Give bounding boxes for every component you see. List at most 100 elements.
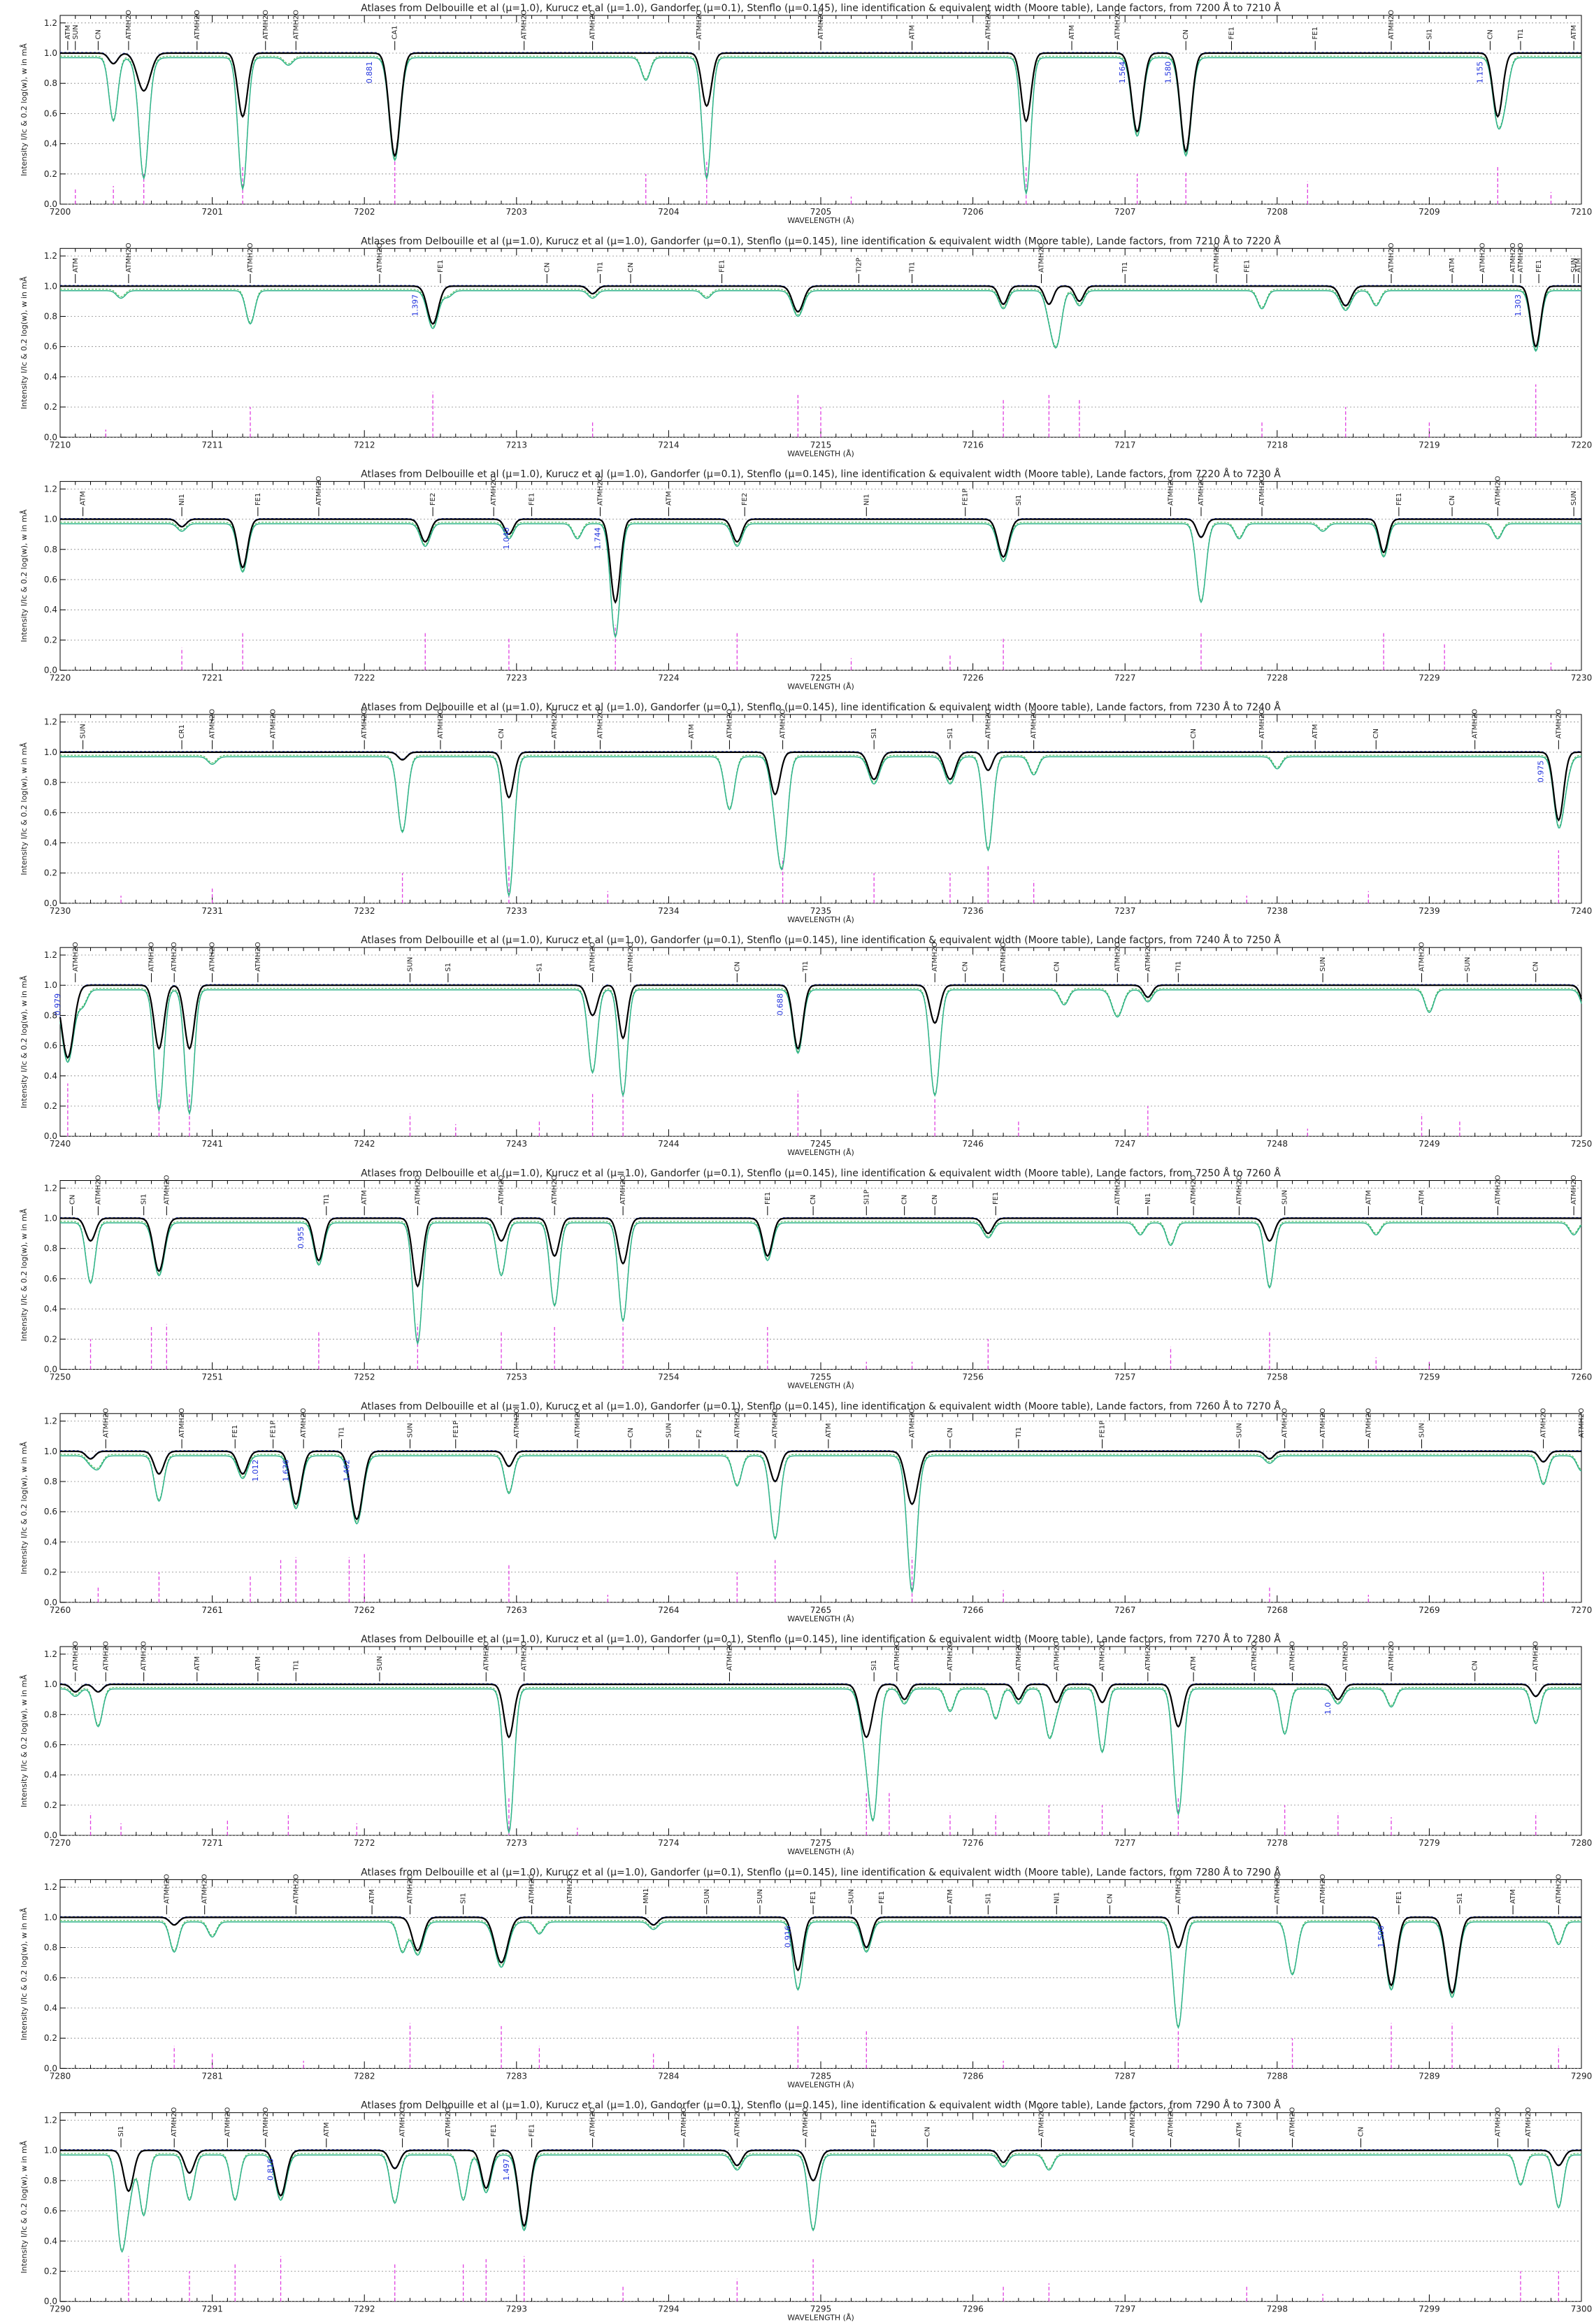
line-id-label: ATMH2O: [102, 1408, 110, 1438]
x-tick-label: 7210: [50, 440, 71, 450]
y-tick-label: 0.6: [44, 2206, 57, 2216]
y-tick-label: 0.4: [44, 1304, 57, 1314]
x-tick-label: 7227: [1114, 673, 1136, 683]
x-tick-label: 7245: [810, 1139, 832, 1149]
line-id-label: TI1: [292, 1660, 300, 1671]
line-id-label: ATMH2O: [551, 1175, 559, 1205]
line-id-label: ATMH2O: [292, 1874, 300, 1904]
line-id-label: S1: [536, 963, 543, 972]
equivalent-width-label: 1.0: [1323, 1702, 1333, 1715]
x-tick-label: 7282: [354, 2071, 375, 2081]
line-id-label: FE1: [254, 493, 262, 505]
panel-title: Atlases from Delbouille et al (μ=1.0), K…: [361, 1168, 1281, 1179]
gandorfer-spectrum: [59, 989, 1582, 1116]
x-tick-label: 7291: [201, 2304, 223, 2314]
line-id-label: CN: [1532, 961, 1540, 971]
x-tick-label: 7253: [506, 1372, 528, 1382]
equivalent-width-label: 0.688: [776, 994, 785, 1016]
line-id-label: ATMH2O: [733, 1408, 741, 1438]
y-tick-label: 0.8: [44, 78, 57, 88]
y-tick-label: 0.4: [44, 139, 57, 149]
x-tick-label: 7258: [1267, 1372, 1288, 1382]
line-id-label: ATMH2O: [984, 709, 992, 739]
stenflo-spectrum: [59, 987, 1582, 1114]
y-tick-label: 0.2: [44, 868, 57, 878]
line-id-label: FE1P: [870, 2120, 878, 2137]
delbouille-spectrum: [60, 1450, 1581, 1521]
line-id-label: ATMH2O: [529, 1874, 536, 1904]
line-id-label: SUN: [406, 1423, 414, 1437]
line-id-label: ATM: [1449, 258, 1456, 273]
y-tick-label: 0.6: [44, 342, 57, 352]
delbouille-spectrum: [60, 1684, 1581, 1739]
line-id-label: NI1: [863, 494, 870, 505]
x-tick-label: 7250: [1571, 1139, 1593, 1149]
line-id-label: ATMH2O: [254, 942, 262, 972]
stenflo-spectrum: [60, 1454, 1582, 1592]
x-tick-label: 7234: [658, 906, 680, 916]
line-id-label: CN: [1357, 2127, 1365, 2137]
equivalent-width-label: 0.816: [266, 2158, 275, 2181]
line-id-label: ATMH2O: [1525, 2107, 1532, 2137]
x-tick-label: 7260: [1571, 1372, 1593, 1382]
x-tick-label: 7256: [962, 1372, 984, 1382]
line-id-label: ATMH2O: [1419, 942, 1426, 972]
y-axis-label: Intensity I/Ic & 0.2 log(w), w in mÅ: [20, 276, 29, 409]
line-id-label: CN: [1472, 1660, 1479, 1670]
x-tick-label: 7283: [506, 2071, 528, 2081]
line-id-label: ATMH2O: [209, 942, 217, 972]
delbouille-spectrum: [60, 1217, 1581, 1288]
line-id-label: ATMH2O: [1190, 1175, 1198, 1205]
y-tick-label: 1.2: [44, 1416, 57, 1426]
x-tick-label: 7228: [1267, 673, 1288, 683]
line-id-label: ATMH2O: [1555, 709, 1563, 739]
y-tick-label: 0.2: [44, 1334, 57, 1344]
x-tick-label: 7295: [810, 2304, 832, 2314]
line-id-label: ATMH2O: [315, 475, 323, 505]
line-id-label: ATMH2O: [209, 709, 217, 739]
line-id-label: ATMH2O: [1509, 243, 1517, 273]
line-id-label: ATM: [1509, 1889, 1517, 1904]
x-tick-label: 7201: [201, 207, 223, 217]
delbouille-spectrum: [60, 2149, 1581, 2228]
y-tick-label: 0.6: [44, 575, 57, 584]
x-tick-label: 7272: [354, 1838, 375, 1848]
x-tick-label: 7244: [658, 1139, 680, 1149]
y-tick-label: 0.8: [44, 1477, 57, 1486]
line-id-label: ATMH2O: [1031, 709, 1038, 739]
line-id-label: FE1P: [1099, 1421, 1107, 1437]
line-id-label: ATMH2O: [1114, 942, 1121, 972]
y-tick-label: 0.0: [44, 898, 57, 908]
y-tick-label: 0.4: [44, 1770, 57, 1780]
y-tick-label: 0.0: [44, 432, 57, 442]
y-tick-label: 1.2: [44, 1183, 57, 1193]
plot-frame: [59, 1879, 1582, 2069]
equivalent-width-label: 1.012: [251, 1460, 260, 1482]
line-id-label: ATMH2O: [596, 709, 604, 739]
x-tick-label: 7224: [658, 673, 680, 683]
x-tick-label: 7263: [506, 1605, 528, 1615]
y-axis-label: Intensity I/Ic & 0.2 log(w), w in mÅ: [20, 1441, 29, 1574]
line-id-label: ATMH2O: [437, 709, 445, 739]
gandorfer-spectrum: [60, 57, 1581, 196]
y-tick-label: 0.0: [44, 1598, 57, 1607]
line-id-label: ATMH2O: [893, 1641, 901, 1671]
panel-2: Atlases from Delbouille et al (μ=1.0), K…: [20, 235, 1592, 458]
y-tick-label: 0.4: [44, 372, 57, 382]
x-tick-label: 7262: [354, 1605, 375, 1615]
line-id-label: CN: [733, 961, 741, 971]
panel-title: Atlases from Delbouille et al (μ=1.0), K…: [361, 934, 1281, 946]
line-id-label: ATMH2O: [300, 1408, 308, 1438]
y-tick-label: 0.6: [44, 1973, 57, 1983]
y-tick-label: 0.0: [44, 199, 57, 209]
x-tick-label: 7249: [1419, 1139, 1440, 1149]
line-id-label: ATM: [688, 724, 696, 739]
line-id-label: FE1: [992, 1192, 1000, 1205]
x-tick-label: 7241: [201, 1139, 223, 1149]
x-tick-label: 7216: [962, 440, 984, 450]
y-tick-label: 1.2: [44, 1882, 57, 1892]
gandorfer-spectrum: [60, 2154, 1581, 2253]
line-id-label: ATMH2O: [1494, 1175, 1502, 1205]
x-tick-label: 7288: [1267, 2071, 1288, 2081]
line-id-label: ATMH2O: [1251, 1641, 1258, 1671]
